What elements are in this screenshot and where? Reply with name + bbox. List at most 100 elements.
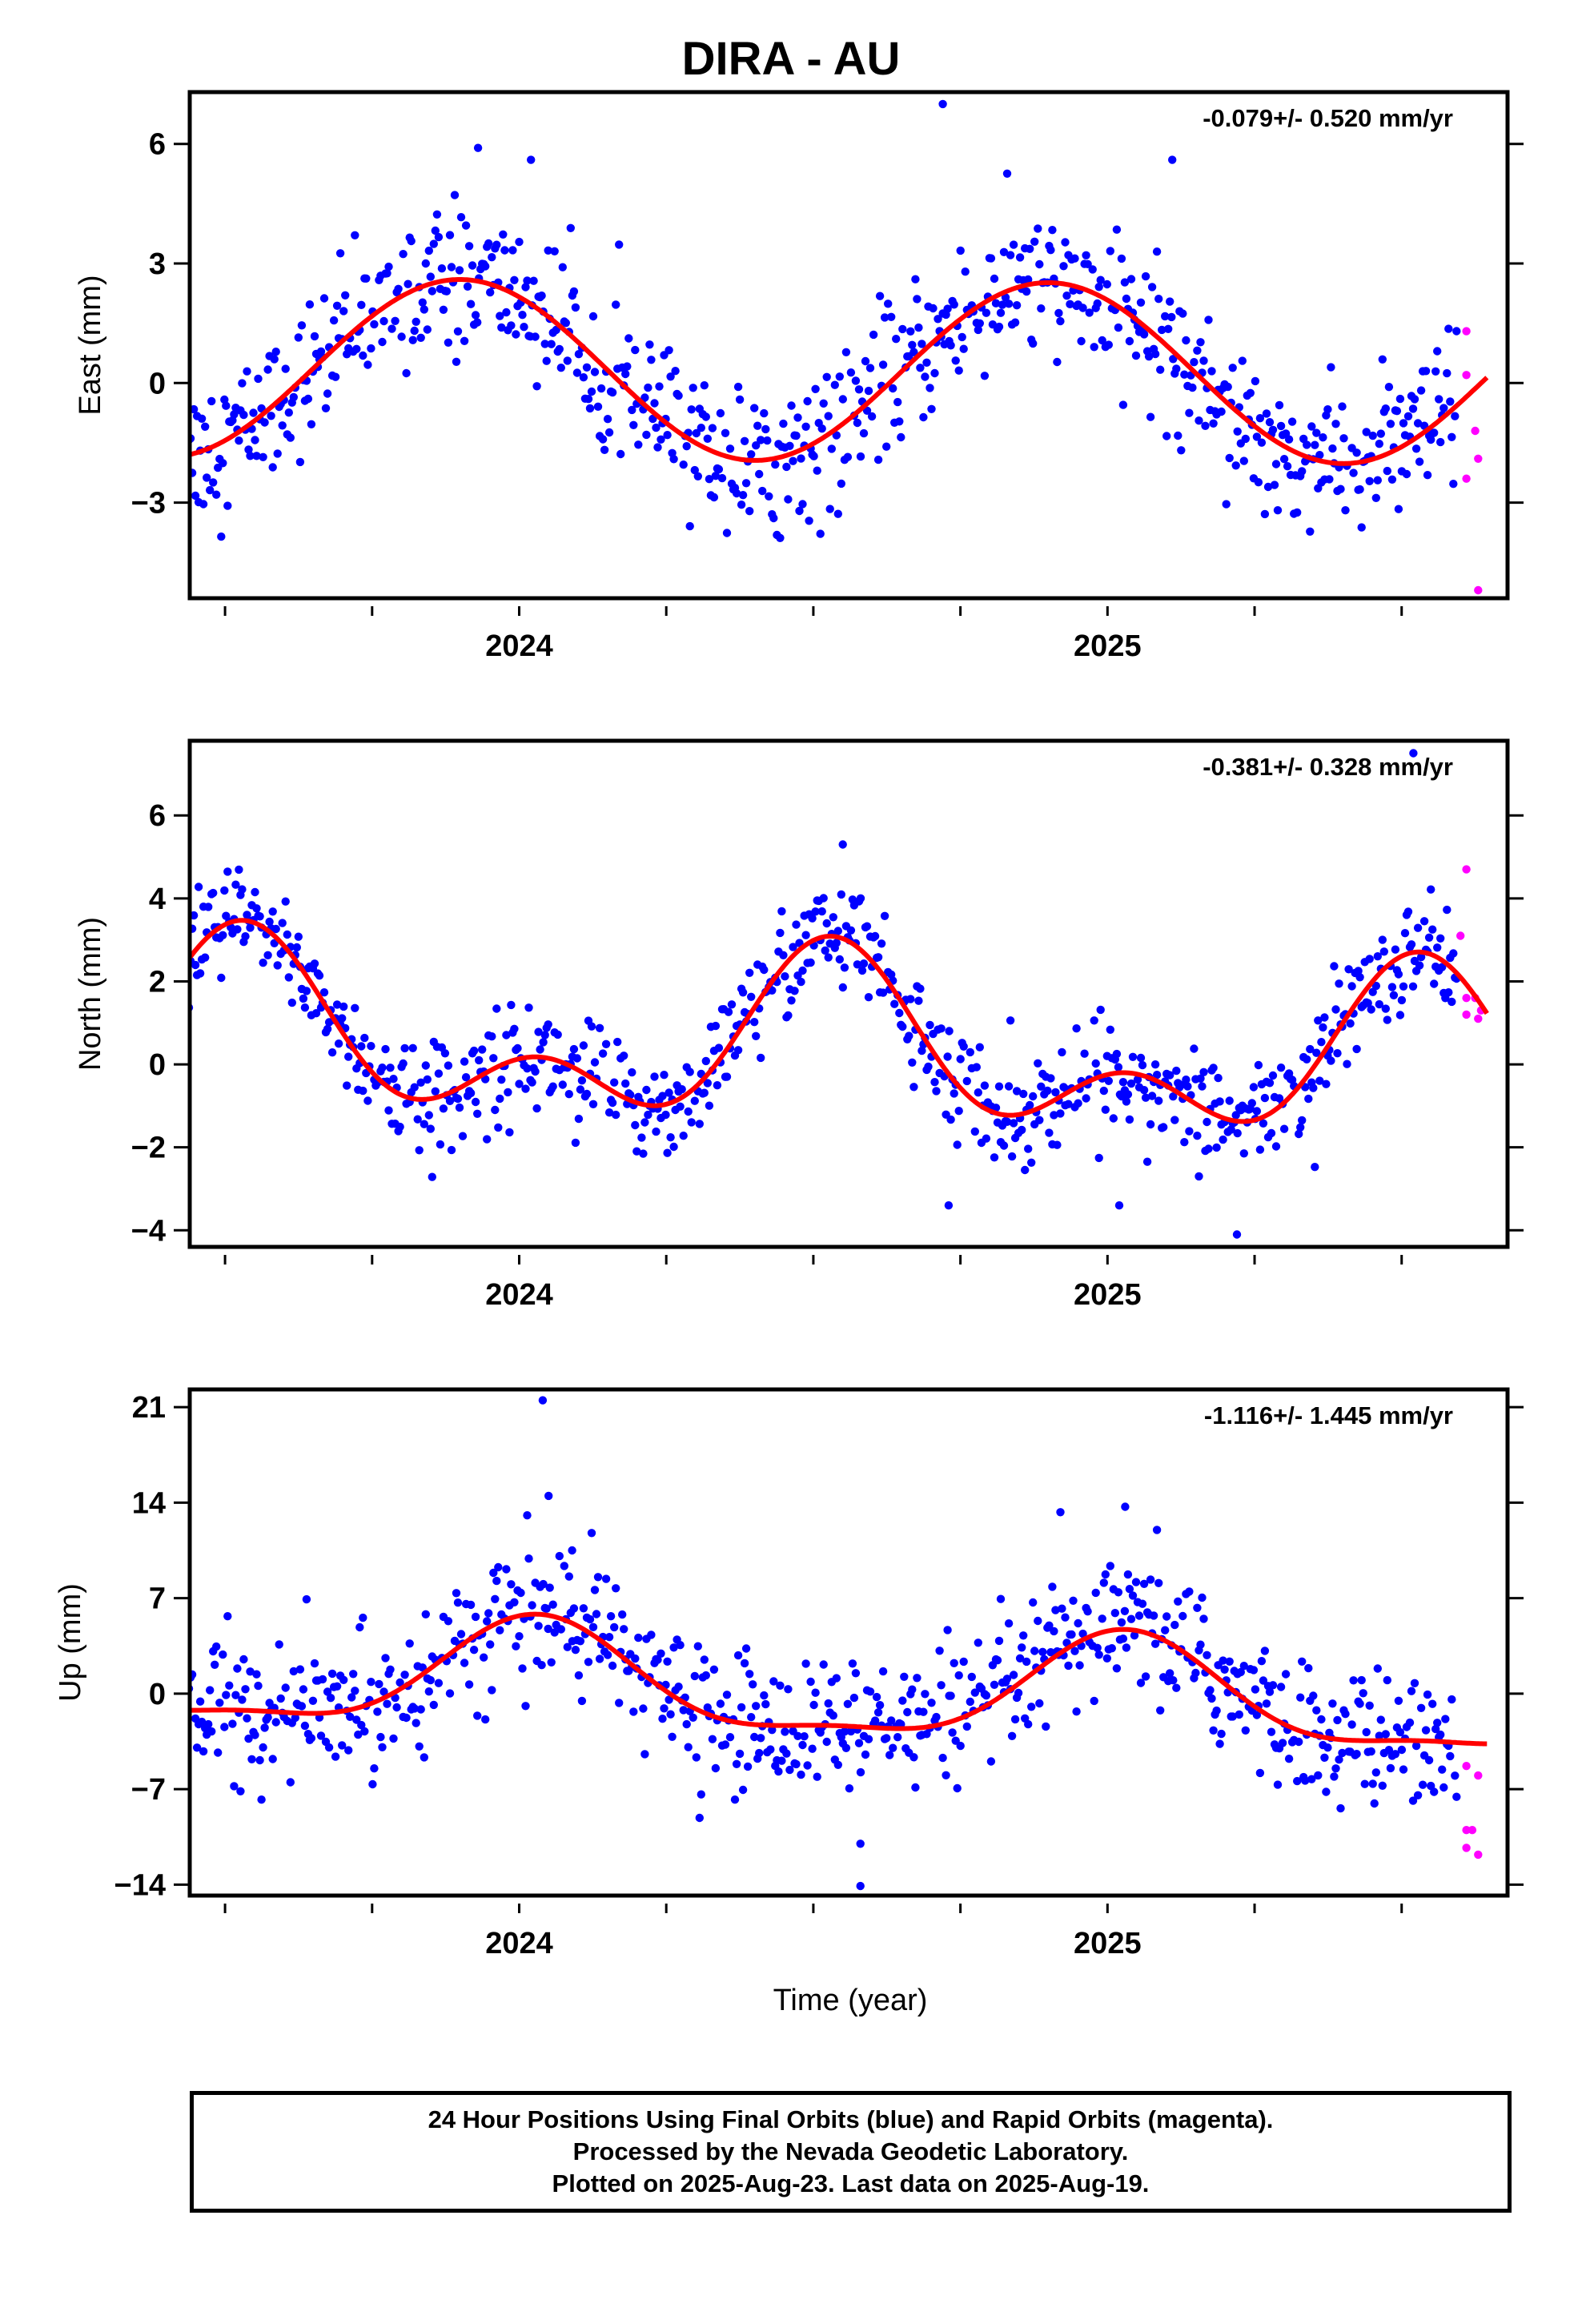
data-point [1233, 1128, 1242, 1138]
data-point [798, 1740, 807, 1750]
data-point [494, 1562, 503, 1572]
x-tick-label: 2024 [485, 1927, 553, 1960]
data-point [809, 1700, 818, 1710]
data-point [687, 405, 696, 414]
data-point [241, 1685, 250, 1694]
data-point [512, 330, 520, 339]
data-point [203, 473, 211, 482]
rapid-point [1462, 371, 1471, 380]
data-point [521, 1702, 530, 1711]
data-point [640, 393, 649, 402]
data-point [268, 907, 277, 916]
data-point [347, 1693, 356, 1702]
data-point [502, 308, 511, 317]
data-point [787, 401, 796, 410]
data-point [1449, 949, 1458, 958]
data-point [405, 1639, 414, 1648]
data-point [238, 885, 247, 894]
y-axis-label-north: North (mm) [74, 917, 107, 1071]
data-point [219, 931, 227, 940]
data-point [808, 1744, 817, 1753]
data-point [558, 263, 567, 271]
y-tick-label: 3 [149, 247, 166, 281]
data-point [864, 993, 873, 1002]
data-point [854, 1739, 864, 1747]
data-point [650, 1072, 659, 1081]
data-point [1395, 394, 1405, 404]
data-point [1397, 995, 1407, 1005]
data-point [1327, 1056, 1335, 1065]
data-point [789, 943, 797, 951]
data-point [532, 1104, 541, 1113]
data-point [397, 332, 406, 341]
data-point [426, 1124, 435, 1133]
data-point [1046, 246, 1055, 255]
data-point [837, 890, 846, 899]
data-point [1319, 1023, 1327, 1032]
data-point [284, 408, 293, 417]
rate-label-north: -0.381+/- 0.328 mm/yr [1203, 753, 1453, 781]
data-point [1007, 1731, 1017, 1740]
data-point [906, 995, 915, 1003]
data-point [917, 340, 926, 348]
data-point [179, 467, 187, 475]
data-point [1168, 155, 1177, 164]
data-point [1309, 1691, 1318, 1700]
data-point [1265, 418, 1275, 427]
data-point [521, 283, 530, 292]
data-point [1125, 336, 1134, 346]
data-point [466, 1088, 476, 1098]
data-point [1201, 421, 1210, 430]
data-point [257, 1795, 266, 1804]
data-point [201, 953, 210, 962]
data-point [532, 382, 541, 391]
data-point [1439, 404, 1448, 412]
data-point [1212, 1143, 1221, 1152]
data-point [684, 1743, 693, 1751]
data-point [362, 274, 371, 283]
rapid-point [1462, 474, 1471, 483]
rate-label-east: -0.079+/- 0.520 mm/yr [1203, 104, 1453, 132]
data-point [1315, 451, 1324, 460]
data-point [1029, 1092, 1038, 1101]
data-point [656, 1649, 665, 1658]
data-point [1182, 336, 1191, 345]
data-point [909, 1083, 918, 1092]
data-point [872, 1692, 881, 1702]
data-point [249, 408, 258, 417]
data-point [569, 1604, 579, 1613]
x-axis-label: Time (year) [773, 1984, 928, 2017]
data-point [1384, 383, 1394, 392]
data-point [1367, 1747, 1375, 1756]
data-point [747, 450, 756, 459]
data-point [1199, 1614, 1208, 1623]
data-point [943, 304, 952, 313]
data-point [768, 1726, 777, 1735]
data-point [263, 951, 272, 960]
data-point [679, 1132, 688, 1140]
data-point [1403, 412, 1413, 420]
data-point [603, 415, 612, 424]
data-point [284, 973, 293, 982]
data-point [944, 1201, 954, 1210]
data-point [1093, 299, 1102, 308]
data-point [1235, 1710, 1244, 1719]
data-point [496, 312, 504, 320]
data-point [1112, 1664, 1122, 1673]
data-point [444, 338, 453, 347]
data-point [721, 1740, 730, 1749]
data-point [1419, 917, 1429, 926]
data-point [1029, 1598, 1038, 1607]
data-point [286, 433, 295, 442]
data-point [587, 1022, 596, 1031]
data-point [1451, 412, 1460, 420]
data-point [743, 1762, 753, 1771]
data-point [1022, 1657, 1031, 1667]
data-point [905, 1031, 913, 1040]
data-point [319, 988, 329, 997]
data-point [1051, 1606, 1060, 1614]
footer-line-2: Processed by the Nevada Geodetic Laborat… [572, 2137, 1129, 2165]
data-point [1276, 1683, 1286, 1691]
data-point [1112, 1049, 1122, 1059]
data-point [722, 1072, 732, 1081]
